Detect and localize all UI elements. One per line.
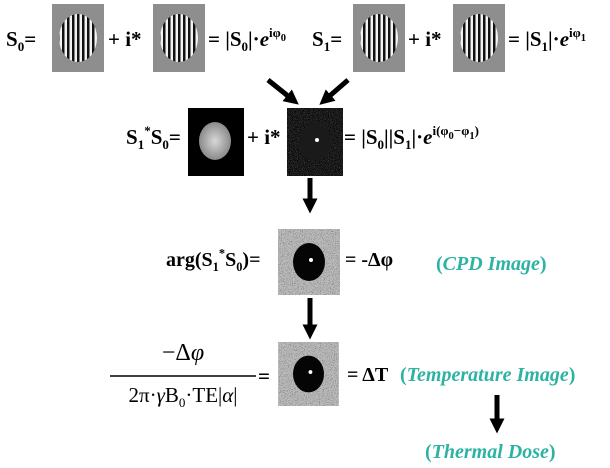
text-part: φ — [191, 340, 204, 366]
text-part: 1 — [581, 33, 586, 44]
text-part: = |S — [344, 125, 378, 149]
fringe-image — [453, 4, 505, 72]
text-part: ) — [475, 123, 479, 138]
text-part: |· — [412, 125, 424, 149]
equals: = — [258, 364, 270, 388]
text-part: ·TE| — [185, 383, 222, 407]
text-part: S — [151, 125, 163, 149]
arg-expression: arg(S1*S0)= — [166, 246, 260, 273]
phase-result: = -Δφ — [345, 249, 393, 271]
text-part: ||S — [384, 125, 405, 149]
text-part: CPD Image — [443, 253, 540, 275]
text-part: iφ — [569, 25, 581, 40]
text-part: iφ — [269, 25, 281, 40]
text-part: = |S — [208, 27, 242, 51]
text-part: arg(S — [166, 249, 213, 271]
text-part: i(φ — [432, 123, 448, 138]
text-part: = — [258, 364, 270, 388]
text-part: Temperature Image — [407, 364, 569, 386]
cpd-label: (CPD Image) — [436, 253, 547, 275]
text-part: ) — [549, 441, 556, 463]
text-part: −Δ — [162, 340, 191, 366]
arrow — [325, 80, 348, 100]
magnitude-image — [188, 108, 244, 176]
fringe-image — [153, 4, 205, 72]
text-part: ) — [540, 253, 547, 275]
text-part: e — [423, 125, 432, 149]
temperature-label: (Temperature Image) — [400, 364, 575, 386]
text-part: |· — [548, 27, 560, 51]
text-part: B — [165, 383, 179, 407]
text-part: Thermal Dose — [432, 441, 549, 463]
plus-i: + i* — [108, 27, 142, 51]
text-part: S — [6, 27, 18, 51]
text-part: 1 — [213, 260, 219, 274]
fringe-image — [353, 4, 405, 72]
temperature-image — [278, 342, 338, 406]
thermal-dose-label: (Thermal Dose) — [425, 441, 556, 463]
text-part: )= — [242, 249, 260, 271]
fraction-denominator: 2π·γB0·TE|α| — [128, 383, 237, 410]
cpd-image — [278, 229, 340, 295]
s0-definition: S0= — [6, 27, 36, 54]
text-part: = ΔT — [347, 364, 389, 386]
s1-definition: S1= — [312, 27, 342, 54]
fraction-numerator: −Δφ — [162, 340, 204, 366]
text-part: = |S — [508, 27, 542, 51]
text-part: e — [560, 27, 569, 51]
s1-polar: = |S1|·eiφ1 — [508, 25, 586, 54]
text-part: = — [169, 125, 181, 149]
text-part: e — [260, 27, 269, 51]
text-part: S — [225, 249, 236, 271]
text-part: = — [24, 27, 36, 51]
text-part: −φ — [454, 123, 470, 138]
text-part: 2π· — [128, 383, 156, 407]
text-part: + i* — [408, 27, 442, 51]
text-part: + i* — [108, 27, 142, 51]
text-part: + i* — [247, 125, 281, 149]
fringe-image — [52, 4, 104, 72]
product: S1*S0= — [126, 123, 181, 152]
temperature-result: = ΔT — [347, 364, 389, 386]
text-part: S — [312, 27, 324, 51]
plus-i: + i* — [408, 27, 442, 51]
plus-i: + i* — [247, 125, 281, 149]
phase-image — [287, 108, 343, 176]
text-part: 1 — [138, 137, 145, 152]
arrow — [268, 80, 293, 100]
s0-polar: = |S0|·eiφ0 — [208, 25, 286, 54]
text-part: 0 — [281, 33, 286, 44]
text-part: ) — [569, 364, 576, 386]
text-part: S — [126, 125, 138, 149]
text-part: = — [330, 27, 342, 51]
product-polar: = |S0||S1|·ei(φ0−φ1) — [344, 123, 479, 152]
text-part: | — [233, 383, 237, 407]
text-part: = -Δφ — [345, 249, 393, 271]
diagram: S0= + i* = |S0|·eiφ0 S1= + i* = |S1|·eiφ… — [0, 0, 610, 468]
text-part: |· — [248, 27, 260, 51]
